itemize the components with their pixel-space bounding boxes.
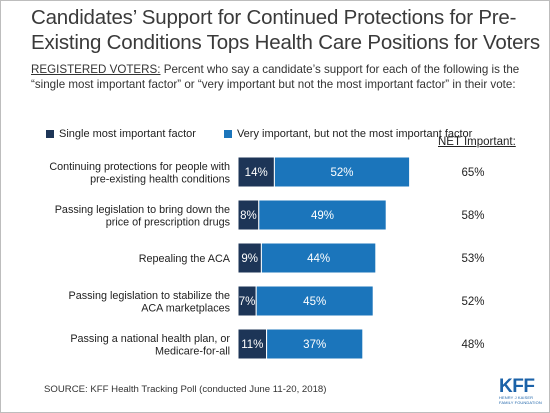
legend-label-very: Very important, but not the most importa… [236, 128, 473, 140]
legend: Single most important factor Very import… [46, 128, 500, 140]
kff-logo-org-line1: HENRY J KAISER [499, 395, 534, 400]
legend-swatch-single [46, 130, 54, 138]
subtitle-text: Percent who say a candidate’s support fo… [31, 63, 520, 91]
net-important-header: NET Important: [438, 136, 516, 148]
data-label-1-1: 49% [311, 210, 334, 222]
category-label-4-line-0: Passing a national health plan, or [70, 333, 230, 345]
kff-logo: KFF HENRY J KAISER FAMILY FOUNDATION [499, 377, 543, 407]
category-label-1-line-1: price of prescription drugs [106, 216, 231, 228]
category-label-0-line-0: Continuing protections for people with [49, 161, 230, 173]
data-label-2-1: 44% [307, 253, 330, 265]
bar-segment-2-1 [260, 242, 377, 274]
data-label-3-1: 45% [303, 296, 326, 308]
category-label-4-line-1: Medicare-for-all [155, 345, 230, 357]
subtitle-lead: REGISTERED VOTERS: [31, 63, 161, 76]
net-important-value-0: 65% [461, 167, 484, 179]
category-label-2-line-0: Repealing the ACA [139, 253, 231, 265]
legend-label-single: Single most important factor [59, 128, 196, 140]
net-important-value-3: 52% [461, 296, 484, 308]
data-label-1-0: 8% [240, 210, 257, 222]
category-label-0-line-1: pre-existing health conditions [90, 173, 230, 185]
legend-swatch-very [223, 130, 232, 138]
category-label-3-line-1: ACA marketplaces [141, 302, 230, 314]
kff-logo-org-line2: FAMILY FOUNDATION [499, 399, 542, 405]
category-label-3-line-0: Passing legislation to stabilize the [69, 290, 230, 302]
data-label-0-0: 14% [245, 167, 268, 179]
kff-logo-text: KFF [499, 376, 535, 397]
data-label-0-1: 52% [330, 167, 353, 179]
legend-item-single: Single most important factor [46, 128, 196, 140]
bar-segment-0-0 [237, 156, 275, 188]
category-label-1-line-0: Passing legislation to bring down the [55, 204, 230, 216]
bar-segment-0-1 [273, 156, 411, 188]
data-label-2-0: 9% [241, 253, 258, 265]
source-note: SOURCE: KFF Health Tracking Poll (conduc… [44, 384, 327, 395]
chart-subtitle: REGISTERED VOTERS: Percent who say a can… [31, 62, 541, 92]
net-important-value-4: 48% [461, 339, 484, 351]
data-label-4-1: 37% [303, 339, 326, 351]
bar-segment-4-1 [266, 328, 364, 360]
net-important-value-2: 53% [461, 253, 484, 265]
data-label-3-0: 7% [239, 296, 256, 308]
bar-segment-1-1 [258, 199, 387, 231]
chart-title: Candidates’ Support for Continued Protec… [31, 6, 540, 54]
net-important-value-1: 58% [461, 210, 484, 222]
legend-item-very: Very important, but not the most importa… [223, 128, 473, 140]
bar-segment-3-1 [255, 285, 374, 317]
data-label-4-0: 11% [241, 339, 263, 351]
